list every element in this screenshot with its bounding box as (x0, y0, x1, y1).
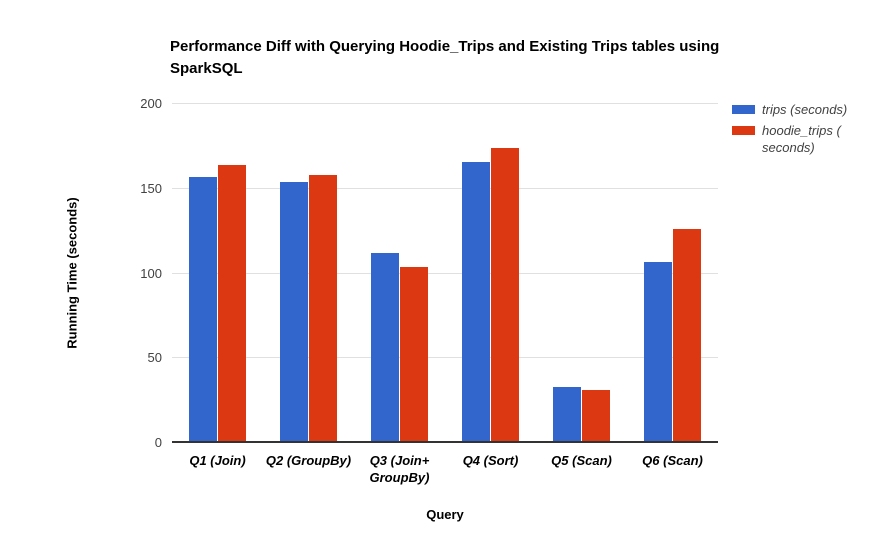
gridline (172, 187, 718, 189)
legend-swatch (732, 126, 755, 135)
gridline (172, 357, 718, 359)
legend: trips (seconds) hoodie_trips ( seconds) (732, 101, 882, 160)
gridline (172, 272, 718, 274)
bar (309, 175, 337, 443)
y-axis-tick-label: 0 (154, 435, 162, 450)
x-axis-category-label: Q1 (Join) (189, 453, 246, 468)
bar (371, 253, 399, 443)
x-axis-title: Query (426, 507, 464, 522)
y-axis-title: Running Time (seconds) (64, 197, 80, 349)
y-axis-tick-label: 200 (140, 96, 162, 111)
x-axis-category-label: Q2 (GroupBy) (265, 453, 352, 468)
legend-item: hoodie_trips ( seconds) (732, 122, 882, 156)
bar (582, 390, 610, 443)
bar (400, 266, 428, 443)
bar (491, 148, 519, 443)
legend-item: trips (seconds) (732, 101, 882, 118)
legend-label: hoodie_trips ( seconds) (762, 123, 841, 155)
bar (462, 161, 490, 443)
x-axis-category-label: Q4 (Sort) (462, 453, 519, 468)
plot-area (172, 103, 718, 443)
bar (553, 387, 581, 443)
x-axis-category-label: Q5 (Scan) (551, 453, 612, 468)
x-axis-category-label: Q6 (Scan) (642, 453, 703, 468)
chart-title: Performance Diff with Querying Hoodie_Tr… (170, 38, 720, 77)
bar (218, 165, 246, 443)
x-axis-category-label: Q3 (Join+ GroupBy) (369, 453, 430, 485)
y-axis-tick-label: 100 (140, 265, 162, 281)
gridline (172, 103, 718, 104)
bar (644, 261, 672, 443)
bar (189, 176, 217, 443)
y-axis-tick-label: 150 (140, 180, 162, 196)
bar (673, 229, 701, 443)
legend-swatch (732, 105, 755, 114)
legend-label: trips (seconds) (762, 102, 848, 117)
y-axis-tick-label: 50 (147, 350, 162, 366)
bar (280, 181, 308, 443)
x-axis-line (172, 441, 718, 443)
